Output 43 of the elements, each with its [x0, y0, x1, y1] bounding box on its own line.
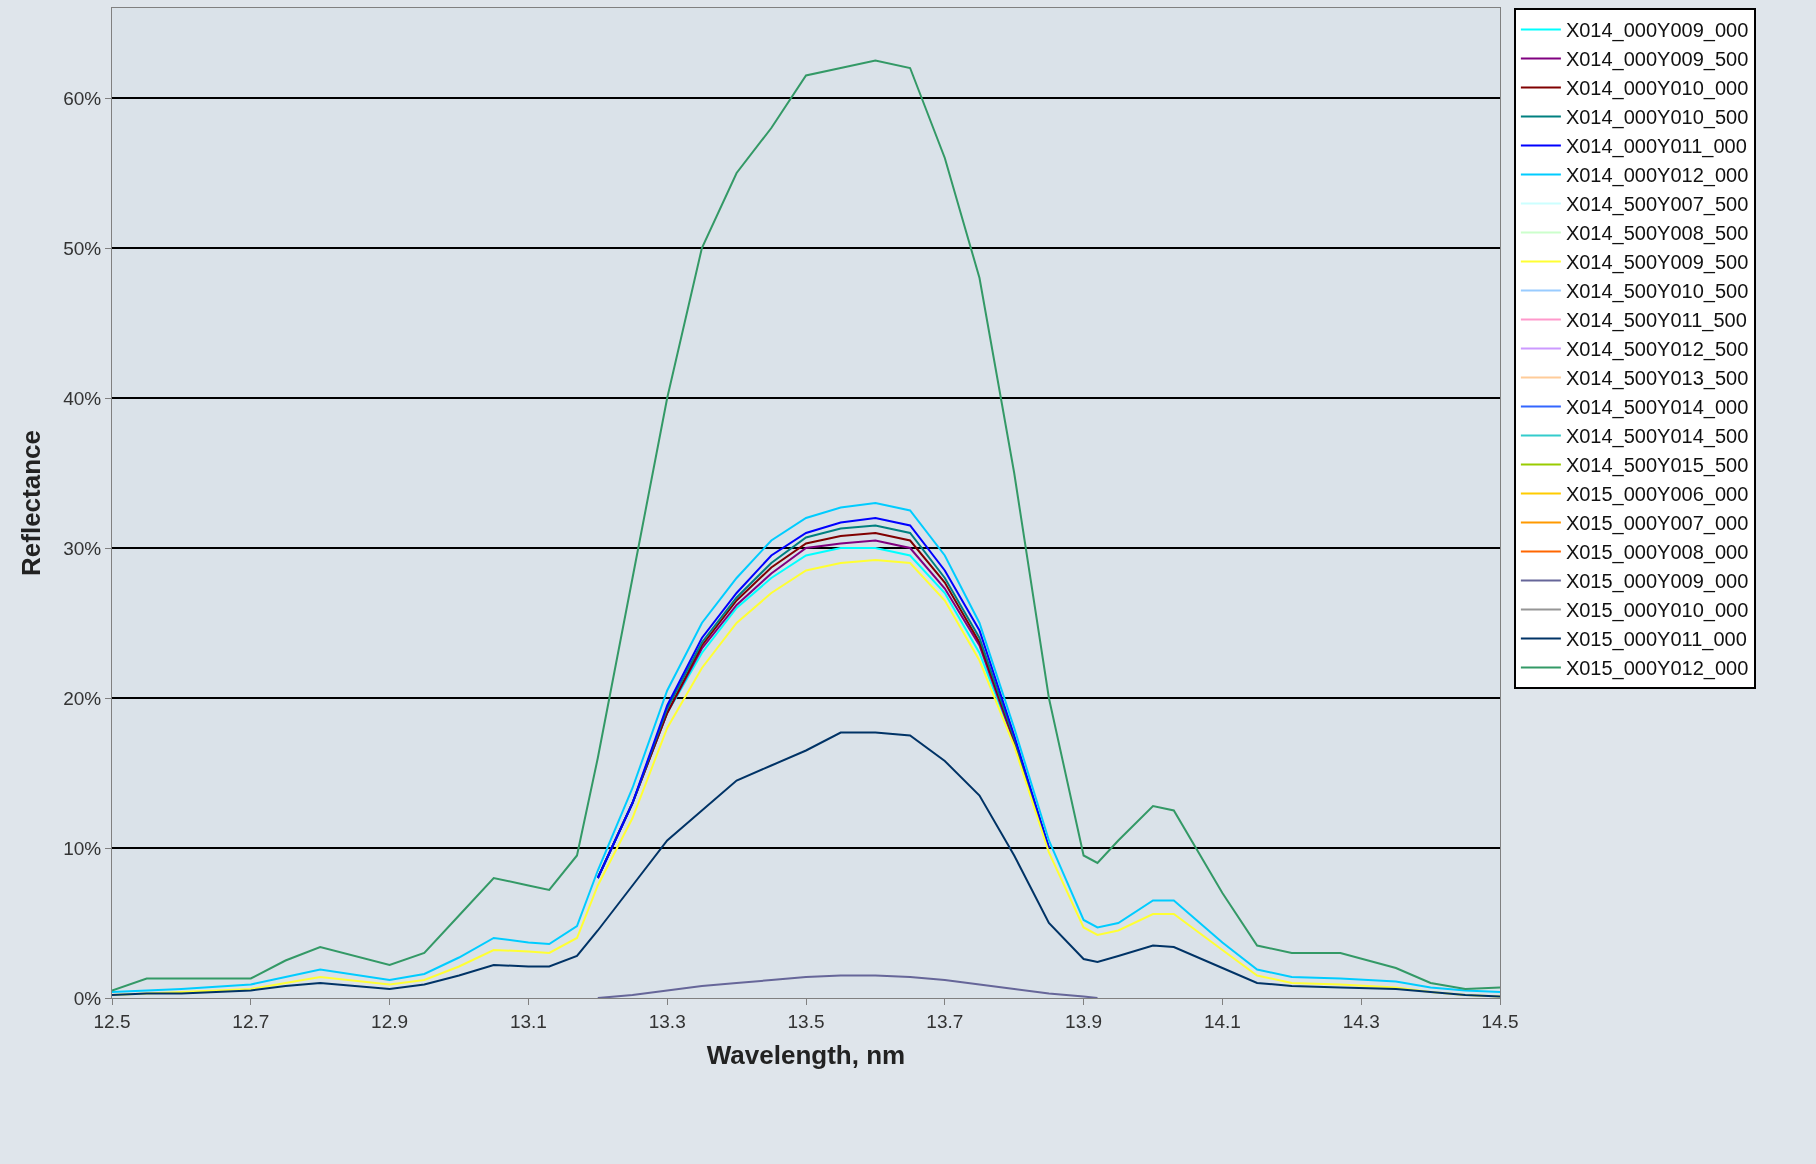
- legend-label: X014_500Y015_500: [1565, 454, 1749, 478]
- legend-label: X014_500Y011_500: [1565, 309, 1747, 333]
- legend-label: X014_500Y014_000: [1565, 396, 1749, 420]
- legend-label: X015_000Y010_000: [1565, 599, 1749, 623]
- x-tick-label: 13.7: [926, 1010, 964, 1032]
- legend-label: X014_500Y013_500: [1565, 367, 1749, 391]
- legend-label: X014_000Y009_000: [1565, 19, 1749, 43]
- x-tick-label: 13.1: [509, 1010, 547, 1032]
- legend-label: X015_000Y012_000: [1565, 657, 1749, 681]
- y-tick-label: 10%: [63, 837, 102, 859]
- x-tick-label: 13.5: [787, 1010, 825, 1032]
- y-tick-label: 40%: [63, 387, 102, 409]
- x-tick-label: 12.7: [232, 1010, 270, 1032]
- y-tick-label: 50%: [63, 237, 102, 259]
- legend-label: X014_000Y011_000: [1565, 135, 1747, 159]
- legend-label: X015_000Y009_000: [1565, 570, 1749, 594]
- legend-label: X014_000Y012_000: [1565, 164, 1749, 188]
- y-tick-label: 0%: [73, 987, 102, 1009]
- x-tick-label: 13.3: [648, 1010, 686, 1032]
- y-tick-label: 20%: [63, 687, 102, 709]
- x-tick-label: 13.9: [1065, 1010, 1103, 1032]
- x-tick-label: 14.1: [1203, 1010, 1241, 1032]
- y-tick-label: 30%: [63, 537, 102, 559]
- legend-label: X015_000Y008_000: [1565, 541, 1749, 565]
- legend-label: X015_000Y006_000: [1565, 483, 1749, 507]
- x-axis-title: Wavelength, nm: [706, 1040, 906, 1071]
- legend-label: X014_500Y008_500: [1565, 222, 1749, 246]
- legend-label: X014_000Y010_000: [1565, 77, 1749, 101]
- legend-label: X014_500Y012_500: [1565, 338, 1749, 362]
- legend-label: X015_000Y007_000: [1565, 512, 1749, 536]
- legend-label: X014_000Y009_500: [1565, 48, 1749, 72]
- x-tick-label: 14.3: [1342, 1010, 1380, 1032]
- y-axis-title: Reflectance: [15, 430, 46, 576]
- legend-label: X014_500Y009_500: [1565, 251, 1749, 275]
- legend-label: X014_000Y010_500: [1565, 106, 1749, 130]
- legend-label: X015_000Y011_000: [1565, 628, 1747, 652]
- legend-label: X014_500Y014_500: [1565, 425, 1749, 449]
- x-tick-label: 12.5: [93, 1010, 131, 1032]
- legend-label: X014_500Y010_500: [1565, 280, 1749, 304]
- x-tick-label: 14.5: [1481, 1010, 1519, 1032]
- legend-label: X014_500Y007_500: [1565, 193, 1749, 217]
- y-tick-label: 60%: [63, 87, 102, 109]
- x-tick-label: 12.9: [371, 1010, 409, 1032]
